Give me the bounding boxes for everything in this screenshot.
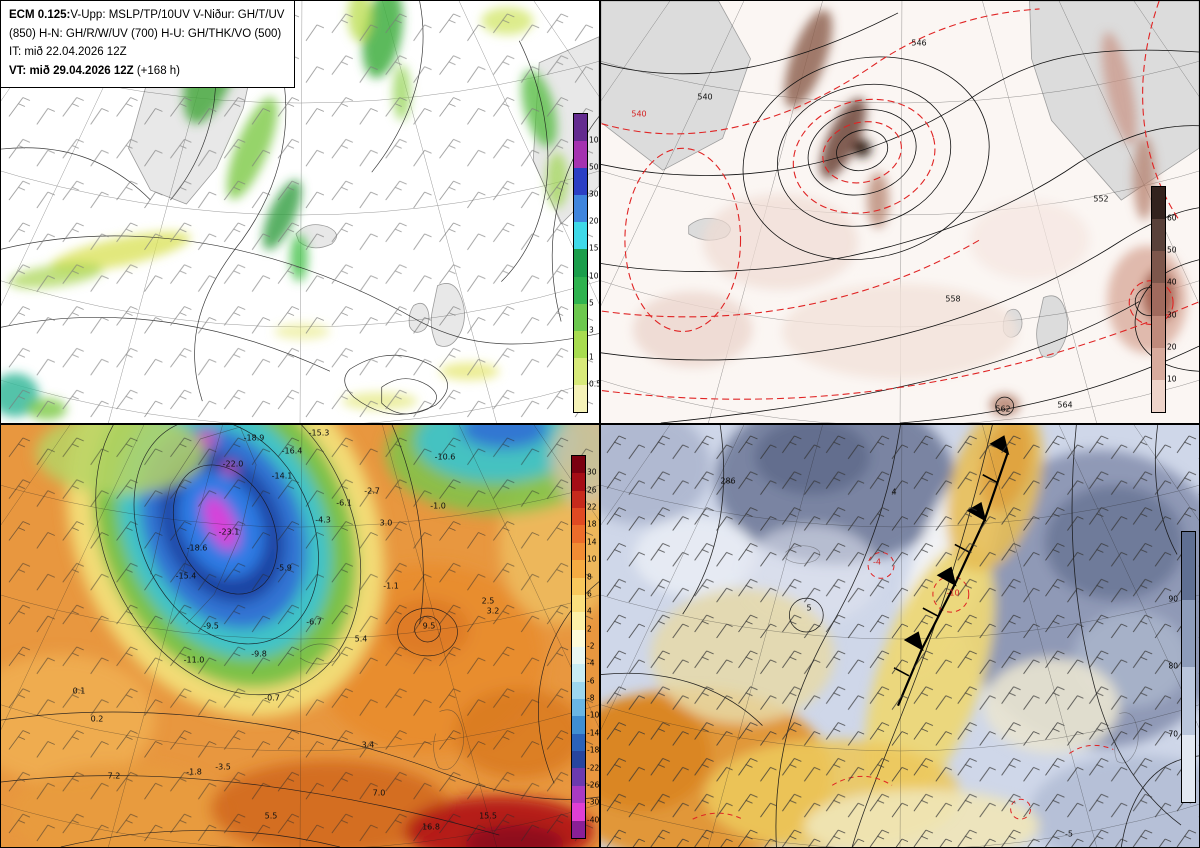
header-line1: ECM 0.125:V-Upp: MSLP/TP/10UV V-Niður: G…	[9, 6, 284, 25]
colorbar-segment	[572, 716, 585, 734]
colorbar-segment	[572, 508, 585, 526]
humidity-colorbar	[1181, 531, 1196, 803]
header-line1-rest: V-Upp: MSLP/TP/10UV V-Niður: GH/T/UV	[70, 9, 285, 21]
colorbar-segment	[572, 542, 585, 561]
valid-time: VT: mið 29.04.2026 12Z	[9, 64, 134, 77]
colorbar-segment	[1152, 219, 1165, 252]
colorbar-segment	[1152, 283, 1165, 316]
colorbar-segment	[1182, 532, 1195, 600]
colorbar-segment	[572, 664, 585, 682]
colorbar-segment	[1152, 315, 1165, 348]
colorbar-segment	[572, 473, 585, 491]
valid-time-line: VT: mið 29.04.2026 12Z (+168 h)	[9, 62, 284, 81]
header-line2: (850) H-N: GH/R/W/UV (700) H-U: GH/THK/V…	[9, 27, 282, 40]
colorbar-segment	[572, 733, 585, 752]
colorbar-segment	[572, 594, 585, 613]
t850-map	[1, 425, 599, 847]
colorbar-segment	[1152, 187, 1165, 220]
wind-barbs-texture	[601, 425, 1199, 847]
colorbar-segment	[572, 646, 585, 665]
colorbar-segment	[572, 768, 585, 786]
rh700-map	[601, 425, 1199, 847]
colorbar-segment	[574, 114, 587, 142]
vorticity-shading	[632, 9, 1188, 417]
land-shapes	[601, 1, 1199, 358]
wind-barbs-texture	[1, 425, 599, 847]
gh500-map	[601, 1, 1199, 423]
colorbar-segment	[1152, 347, 1165, 380]
colorbar-segment	[572, 612, 585, 630]
colorbar-segment	[574, 168, 587, 196]
precip-colorbar	[573, 113, 588, 413]
init-time: IT: mið 22.04.2026 12Z	[9, 46, 127, 59]
colorbar-segment	[572, 785, 585, 804]
colorbar-segment	[1182, 599, 1195, 667]
panel-850hpa: 30 26 22 18 14 10 8 6 4 2 -2 -4 -6 -8 -10 -14 -18 -22 -26-…	[0, 424, 600, 848]
panel-500hpa: 60 50 40 30 20 10 546 540 552 558 564 562 540	[600, 0, 1200, 424]
colorbar-segment	[574, 303, 587, 331]
colorbar-segment	[574, 249, 587, 277]
height-contours	[601, 12, 1199, 423]
colorbar-segment	[574, 195, 587, 223]
colorbar-segment	[572, 803, 585, 821]
mslp-precip-map	[1, 1, 599, 423]
colorbar-segment	[574, 276, 587, 304]
colorbar-segment	[572, 629, 585, 647]
colorbar-segment	[572, 681, 585, 700]
colorbar-segment	[572, 525, 585, 543]
colorbar-segment	[572, 560, 585, 578]
colorbar-segment	[574, 222, 587, 250]
colorbar-segment	[574, 330, 587, 358]
colorbar-segment	[574, 141, 587, 169]
colorbar-segment	[572, 577, 585, 595]
panel-700hpa: 90 80 70 286 4 5 -4 -10 -5	[600, 424, 1200, 848]
colorbar-segment	[1152, 251, 1165, 284]
colorbar-segment	[572, 456, 585, 474]
colorbar-segment	[572, 820, 585, 838]
panel-mslp-precip-wind: ECM 0.125:V-Upp: MSLP/TP/10UV V-Niður: G…	[0, 0, 600, 424]
temperature-colorbar	[571, 455, 586, 839]
colorbar-segment	[572, 751, 585, 769]
model-label: ECM 0.125:	[9, 9, 71, 21]
colorbar-segment	[1152, 379, 1165, 412]
colorbar-segment	[1182, 734, 1195, 802]
vorticity-colorbar	[1151, 186, 1166, 413]
colorbar-segment	[1182, 667, 1195, 735]
colorbar-segment	[574, 384, 587, 413]
colorbar-segment	[572, 490, 585, 509]
colorbar-segment	[572, 699, 585, 717]
forecast-step: (+168 h)	[133, 64, 181, 77]
chart-header: ECM 0.125:V-Upp: MSLP/TP/10UV V-Niður: G…	[1, 1, 296, 88]
colorbar-segment	[574, 357, 587, 385]
